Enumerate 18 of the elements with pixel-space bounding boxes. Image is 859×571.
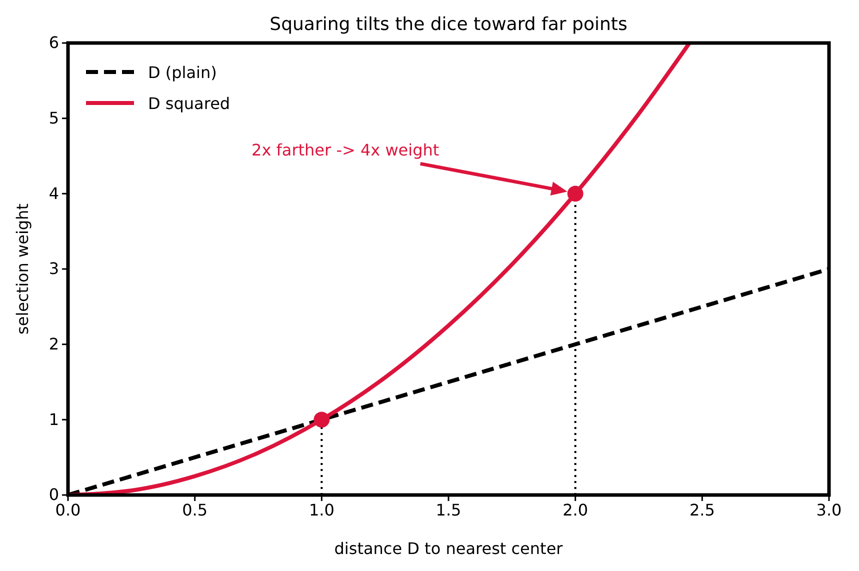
x-tick-label: 1.5: [436, 500, 462, 520]
x-axis-title: distance D to nearest center: [334, 539, 564, 558]
legend-label: D (plain): [148, 63, 217, 82]
y-tick-label: 6: [48, 33, 59, 52]
x-tick-label: 1.0: [308, 500, 334, 520]
chart-title: Squaring tilts the dice toward far points: [270, 14, 628, 35]
x-tick-label: 3.0: [816, 500, 842, 520]
x-tick-label: 2.0: [562, 500, 588, 520]
y-tick-label: 2: [48, 334, 59, 354]
legend-label: D squared: [148, 94, 230, 113]
annotation: 2x farther -> 4x weight: [252, 140, 440, 160]
y-tick-label: 3: [48, 259, 59, 278]
x-tick-label: 0.5: [182, 500, 208, 520]
y-tick-label: 1: [48, 410, 59, 429]
y-tick-label: 5: [48, 108, 59, 128]
y-axis-title: selection weight: [13, 204, 32, 334]
y-tick-label: 4: [48, 184, 59, 203]
x-tick-label: 2.5: [689, 500, 715, 520]
